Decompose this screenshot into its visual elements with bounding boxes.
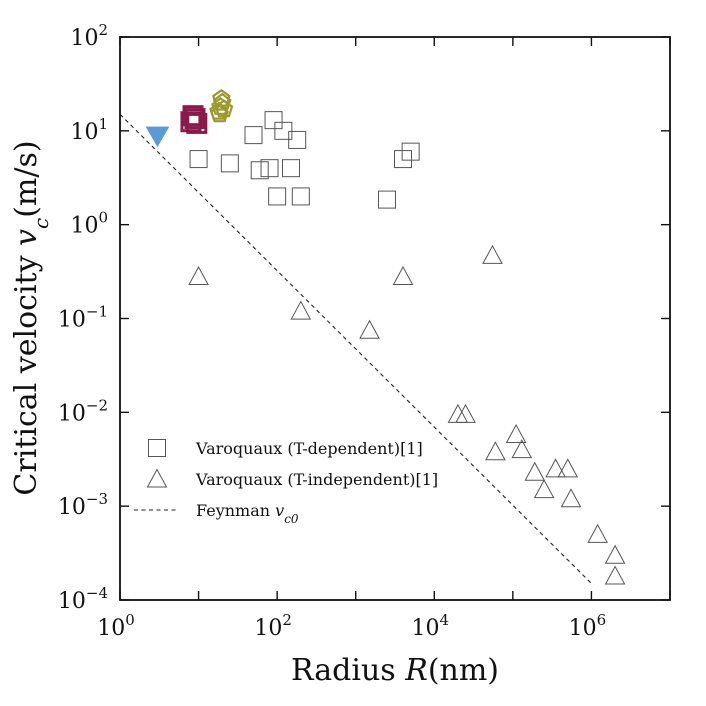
data-point xyxy=(455,403,476,423)
y-tick-base: 10 xyxy=(58,589,86,614)
y-tick-exponent: −2 xyxy=(86,396,108,414)
data-point xyxy=(485,441,506,461)
series-varoquaux-t-independent-1- xyxy=(188,244,626,585)
y-tick-exponent: −1 xyxy=(86,303,108,321)
x-tick-label: 102 xyxy=(254,611,292,641)
y-tick-exponent: −3 xyxy=(86,490,108,508)
x-tick-label: 100 xyxy=(97,611,135,641)
data-point xyxy=(210,104,229,123)
x-tick-exponent: 4 xyxy=(440,611,450,629)
data-point xyxy=(604,565,626,585)
data-point xyxy=(212,88,231,107)
data-point xyxy=(545,458,566,478)
legend-label-var: v xyxy=(275,501,284,520)
data-point xyxy=(290,300,312,320)
x-tick-label: 106 xyxy=(569,611,607,641)
legend-label-text: Varoquaux (T-independent)[1] xyxy=(195,470,438,489)
data-point xyxy=(281,159,300,178)
series-crimson xyxy=(180,105,208,134)
x-axis-title: Radius R(nm) xyxy=(291,653,499,688)
legend-swatch-triangle xyxy=(146,468,168,488)
data-point xyxy=(244,126,263,145)
y-tick-exponent: 0 xyxy=(98,209,108,227)
data-point xyxy=(264,111,283,130)
data-point xyxy=(180,111,202,133)
x-tick-label: 104 xyxy=(412,611,450,641)
legend-swatch-square xyxy=(148,439,166,457)
legend: Varoquaux (T-dependent)[1] Varoquaux (T-i… xyxy=(134,439,438,526)
y-tick-base: 10 xyxy=(58,495,86,520)
y-tick-label: 102 xyxy=(70,21,108,51)
data-point xyxy=(557,458,579,478)
legend-label-text: Feynman xyxy=(196,501,275,520)
data-point xyxy=(189,150,208,169)
data-point xyxy=(505,423,527,444)
y-tick-exponent: 1 xyxy=(98,115,108,133)
series-varoquaux-t-dependent-1- xyxy=(189,111,420,209)
data-point xyxy=(209,101,228,120)
y-tick-label: 101 xyxy=(70,115,108,145)
data-point xyxy=(560,488,582,508)
data-point xyxy=(274,121,293,140)
ticks-layer xyxy=(119,36,671,601)
y-tick-label: 10−3 xyxy=(58,490,108,520)
y-tick-exponent: 2 xyxy=(98,21,108,39)
data-layer xyxy=(119,88,626,585)
feynman-reference-line xyxy=(119,113,592,584)
data-point xyxy=(359,319,380,339)
x-tick-exponent: 2 xyxy=(282,611,292,629)
data-point xyxy=(184,108,206,130)
series-blue xyxy=(145,126,170,148)
data-point xyxy=(250,161,269,180)
data-point xyxy=(220,154,239,173)
y-tick-label: 10−1 xyxy=(58,303,108,333)
y-tick-base: 10 xyxy=(70,214,98,239)
y-tick-base: 10 xyxy=(58,308,86,333)
legend-label: Varoquaux (T-independent)[1] xyxy=(195,470,438,489)
data-point xyxy=(392,265,414,286)
data-point xyxy=(482,244,503,264)
data-point xyxy=(511,439,533,459)
y-tick-label: 10−4 xyxy=(58,584,108,614)
data-point xyxy=(377,190,396,209)
y-tick-label: 100 xyxy=(70,209,108,239)
y-axis-title: Critical velocity vc(m/s) xyxy=(9,140,53,495)
data-point xyxy=(186,112,208,134)
data-point xyxy=(587,523,608,543)
data-point xyxy=(524,461,546,481)
x-tick-base: 10 xyxy=(412,616,440,641)
data-point xyxy=(604,544,626,564)
y-tick-base: 10 xyxy=(58,401,86,426)
y-tick-label: 10−2 xyxy=(58,396,108,426)
x-tick-exponent: 6 xyxy=(597,611,607,629)
x-tick-exponent: 0 xyxy=(125,611,135,629)
data-point xyxy=(394,150,413,169)
data-point xyxy=(188,265,209,286)
legend-label: Feynman vc0 xyxy=(196,501,299,526)
series-olive xyxy=(209,88,234,123)
data-point xyxy=(288,130,307,149)
y-tick-base: 10 xyxy=(70,26,98,51)
data-point xyxy=(145,126,170,148)
legend-label-sub: c0 xyxy=(284,512,299,526)
data-point xyxy=(533,479,555,499)
data-point xyxy=(291,187,310,206)
y-tick-exponent: −4 xyxy=(86,584,108,602)
legend-label: Varoquaux (T-dependent)[1] xyxy=(195,439,423,458)
x-tick-base: 10 xyxy=(97,616,125,641)
y-tick-base: 10 xyxy=(70,120,98,145)
legend-label-text: Varoquaux (T-dependent)[1] xyxy=(195,439,423,458)
data-point xyxy=(401,142,420,161)
data-point xyxy=(260,159,279,178)
x-tick-base: 10 xyxy=(254,616,282,641)
data-point xyxy=(268,187,287,206)
x-tick-base: 10 xyxy=(569,616,597,641)
